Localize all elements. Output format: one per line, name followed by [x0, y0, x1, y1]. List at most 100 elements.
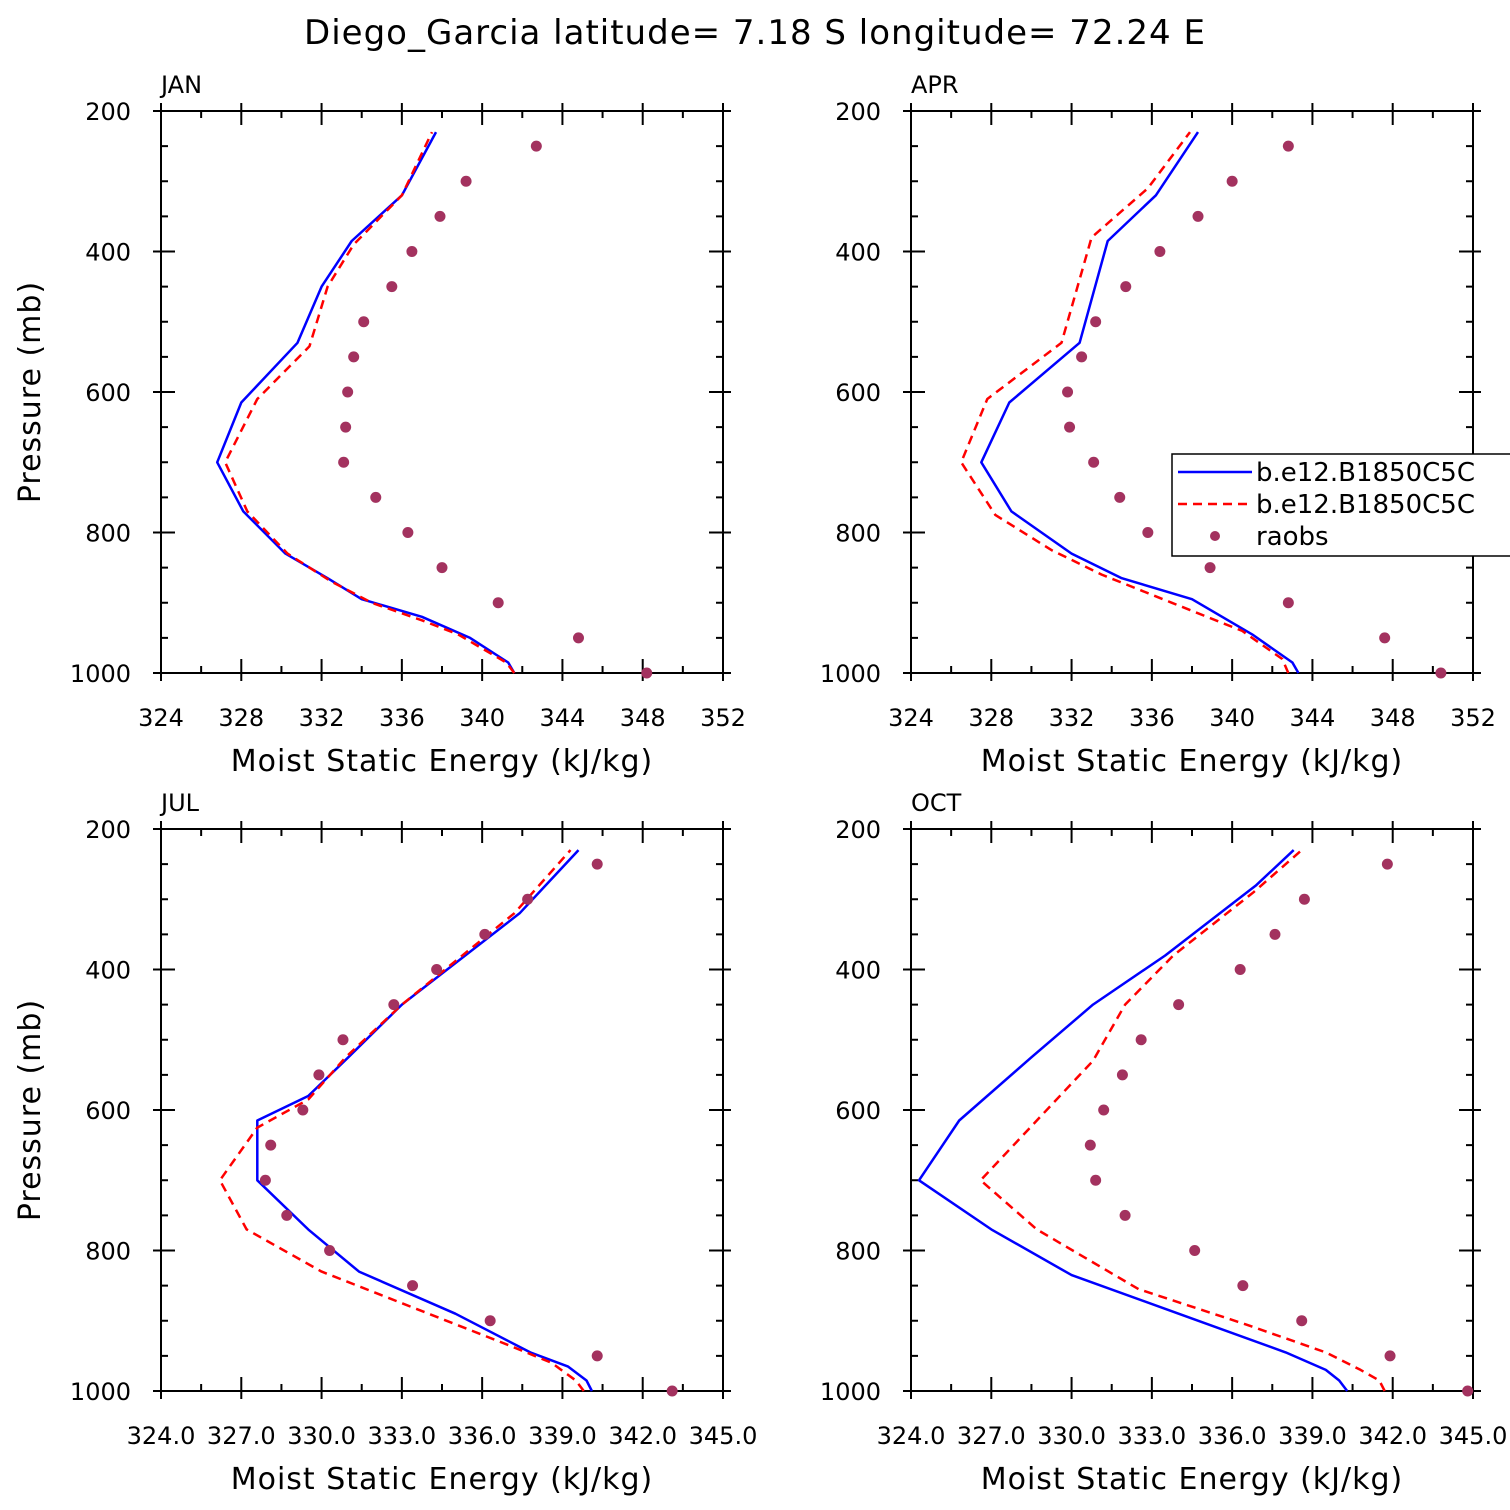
- raobs-point: [338, 456, 350, 468]
- raobs-point: [1173, 999, 1185, 1011]
- raobs-point: [281, 1209, 293, 1221]
- x-tick-label: 340: [1209, 704, 1255, 732]
- x-tick-label: 327.0: [207, 1422, 276, 1450]
- raobs-point: [460, 175, 472, 187]
- raobs-point: [259, 1174, 271, 1186]
- x-tick-label: 324: [138, 704, 184, 732]
- legend-swatch-dot: [1210, 531, 1220, 541]
- legend: b.e12.B1850C5C b.e12.B1850C5C raobs: [1171, 453, 1510, 557]
- raobs-point: [1090, 316, 1102, 328]
- raobs-point: [1120, 281, 1132, 293]
- raobs-point: [479, 928, 491, 940]
- y-tick-label: 800: [85, 1238, 131, 1266]
- x-tick-label: 333.0: [1117, 1422, 1186, 1450]
- y-tick-label: 600: [835, 1097, 881, 1125]
- x-tick-label: 342.0: [1358, 1422, 1427, 1450]
- raobs-point: [1282, 140, 1294, 152]
- raobs-point: [1282, 597, 1294, 609]
- y-tick-label: 1000: [70, 1378, 131, 1406]
- raobs-point: [386, 281, 398, 293]
- plot-frame: [160, 110, 724, 674]
- raobs-point: [1062, 386, 1074, 398]
- raobs-point: [1084, 1139, 1096, 1151]
- y-tick-label: 800: [835, 1238, 881, 1266]
- raobs-point: [1114, 491, 1126, 503]
- raobs-point: [297, 1104, 309, 1116]
- x-tick-label: 327.0: [957, 1422, 1026, 1450]
- y-tick-label: 600: [85, 379, 131, 407]
- figure-title: Diego_Garcia latitude= 7.18 S longitude=…: [304, 13, 1206, 53]
- raobs-point: [1090, 1174, 1102, 1186]
- y-tick-label: 400: [835, 239, 881, 267]
- raobs-point: [1234, 964, 1246, 975]
- raobs-point: [1435, 667, 1447, 679]
- y-tick-label: 400: [85, 239, 131, 267]
- y-tick-label: 1000: [70, 660, 131, 688]
- x-tick-label: 330.0: [287, 1422, 356, 1450]
- x-tick-label: 348: [1370, 704, 1416, 732]
- legend-label-3: raobs: [1256, 522, 1329, 552]
- y-tick-label: 200: [85, 816, 131, 844]
- raobs-point: [1298, 893, 1310, 905]
- series-line-solid: [917, 849, 1349, 1392]
- raobs-point: [492, 597, 504, 609]
- x-tick-label: 352: [1450, 704, 1496, 732]
- x-axis-label: Moist Static Energy (kJ/kg): [981, 744, 1404, 779]
- raobs-point: [313, 1069, 325, 1081]
- raobs-point: [1116, 1069, 1128, 1081]
- x-tick-label: 344: [540, 704, 586, 732]
- x-tick-label: 330.0: [1037, 1422, 1106, 1450]
- x-tick-label: 344: [1290, 704, 1336, 732]
- raobs-point: [1119, 1209, 1131, 1221]
- x-tick-label: 352: [700, 704, 746, 732]
- raobs-point: [530, 140, 542, 152]
- plot-frame: [910, 110, 1474, 674]
- raobs-point: [1379, 632, 1391, 644]
- x-tick-label: 345.0: [689, 1422, 758, 1450]
- raobs-point: [666, 1385, 678, 1397]
- panel-oct: OCT 200 400 600 800 1000 324.0 327.0 330.0 333.0 3…: [820, 789, 1507, 1497]
- series-line-dashed: [979, 849, 1386, 1392]
- raobs-point: [1098, 1104, 1110, 1116]
- x-tick-label: 328: [968, 704, 1014, 732]
- raobs-point: [265, 1139, 277, 1151]
- raobs-point: [572, 632, 584, 644]
- y-tick-label: 800: [835, 520, 881, 548]
- x-tick-label: 340: [459, 704, 505, 732]
- raobs-point: [1381, 858, 1393, 870]
- y-tick-label: 600: [835, 379, 881, 407]
- raobs-point: [1135, 1034, 1147, 1046]
- raobs-point: [436, 562, 448, 574]
- raobs-point: [407, 1280, 419, 1292]
- legend-label-2: b.e12.B1850C5C: [1256, 490, 1475, 520]
- x-axis-label: Moist Static Energy (kJ/kg): [231, 1462, 654, 1497]
- y-tick-label: 200: [85, 98, 131, 126]
- series-line-dashed: [959, 131, 1290, 674]
- raobs-point: [406, 246, 418, 257]
- legend-label-1: b.e12.B1850C5C: [1256, 458, 1475, 488]
- raobs-point: [342, 386, 354, 398]
- raobs-point: [1204, 562, 1216, 574]
- x-tick-label: 332: [1049, 704, 1095, 732]
- series-line-dashed: [218, 849, 585, 1392]
- raobs-point: [1226, 175, 1238, 187]
- series-line-solid: [980, 131, 1300, 674]
- raobs-point: [1462, 1385, 1474, 1397]
- y-tick-label: 400: [835, 957, 881, 985]
- series-line-solid: [215, 131, 516, 674]
- x-tick-label: 324: [888, 704, 934, 732]
- x-axis-label: Moist Static Energy (kJ/kg): [231, 744, 654, 779]
- y-tick-label: 600: [85, 1097, 131, 1125]
- raobs-point: [1142, 527, 1154, 538]
- x-tick-label: 324.0: [877, 1422, 946, 1450]
- raobs-point: [1296, 1315, 1308, 1327]
- panel-jul: JUL 200 400 600 800 1000 324.0 327.0 330.0 333.0 3…: [13, 789, 757, 1497]
- y-tick-label: 200: [835, 816, 881, 844]
- y-axis-label: Pressure (mb): [13, 999, 48, 1221]
- raobs-point: [1088, 456, 1100, 468]
- x-tick-label: 332: [299, 704, 345, 732]
- panel-title-jul: JUL: [159, 789, 200, 817]
